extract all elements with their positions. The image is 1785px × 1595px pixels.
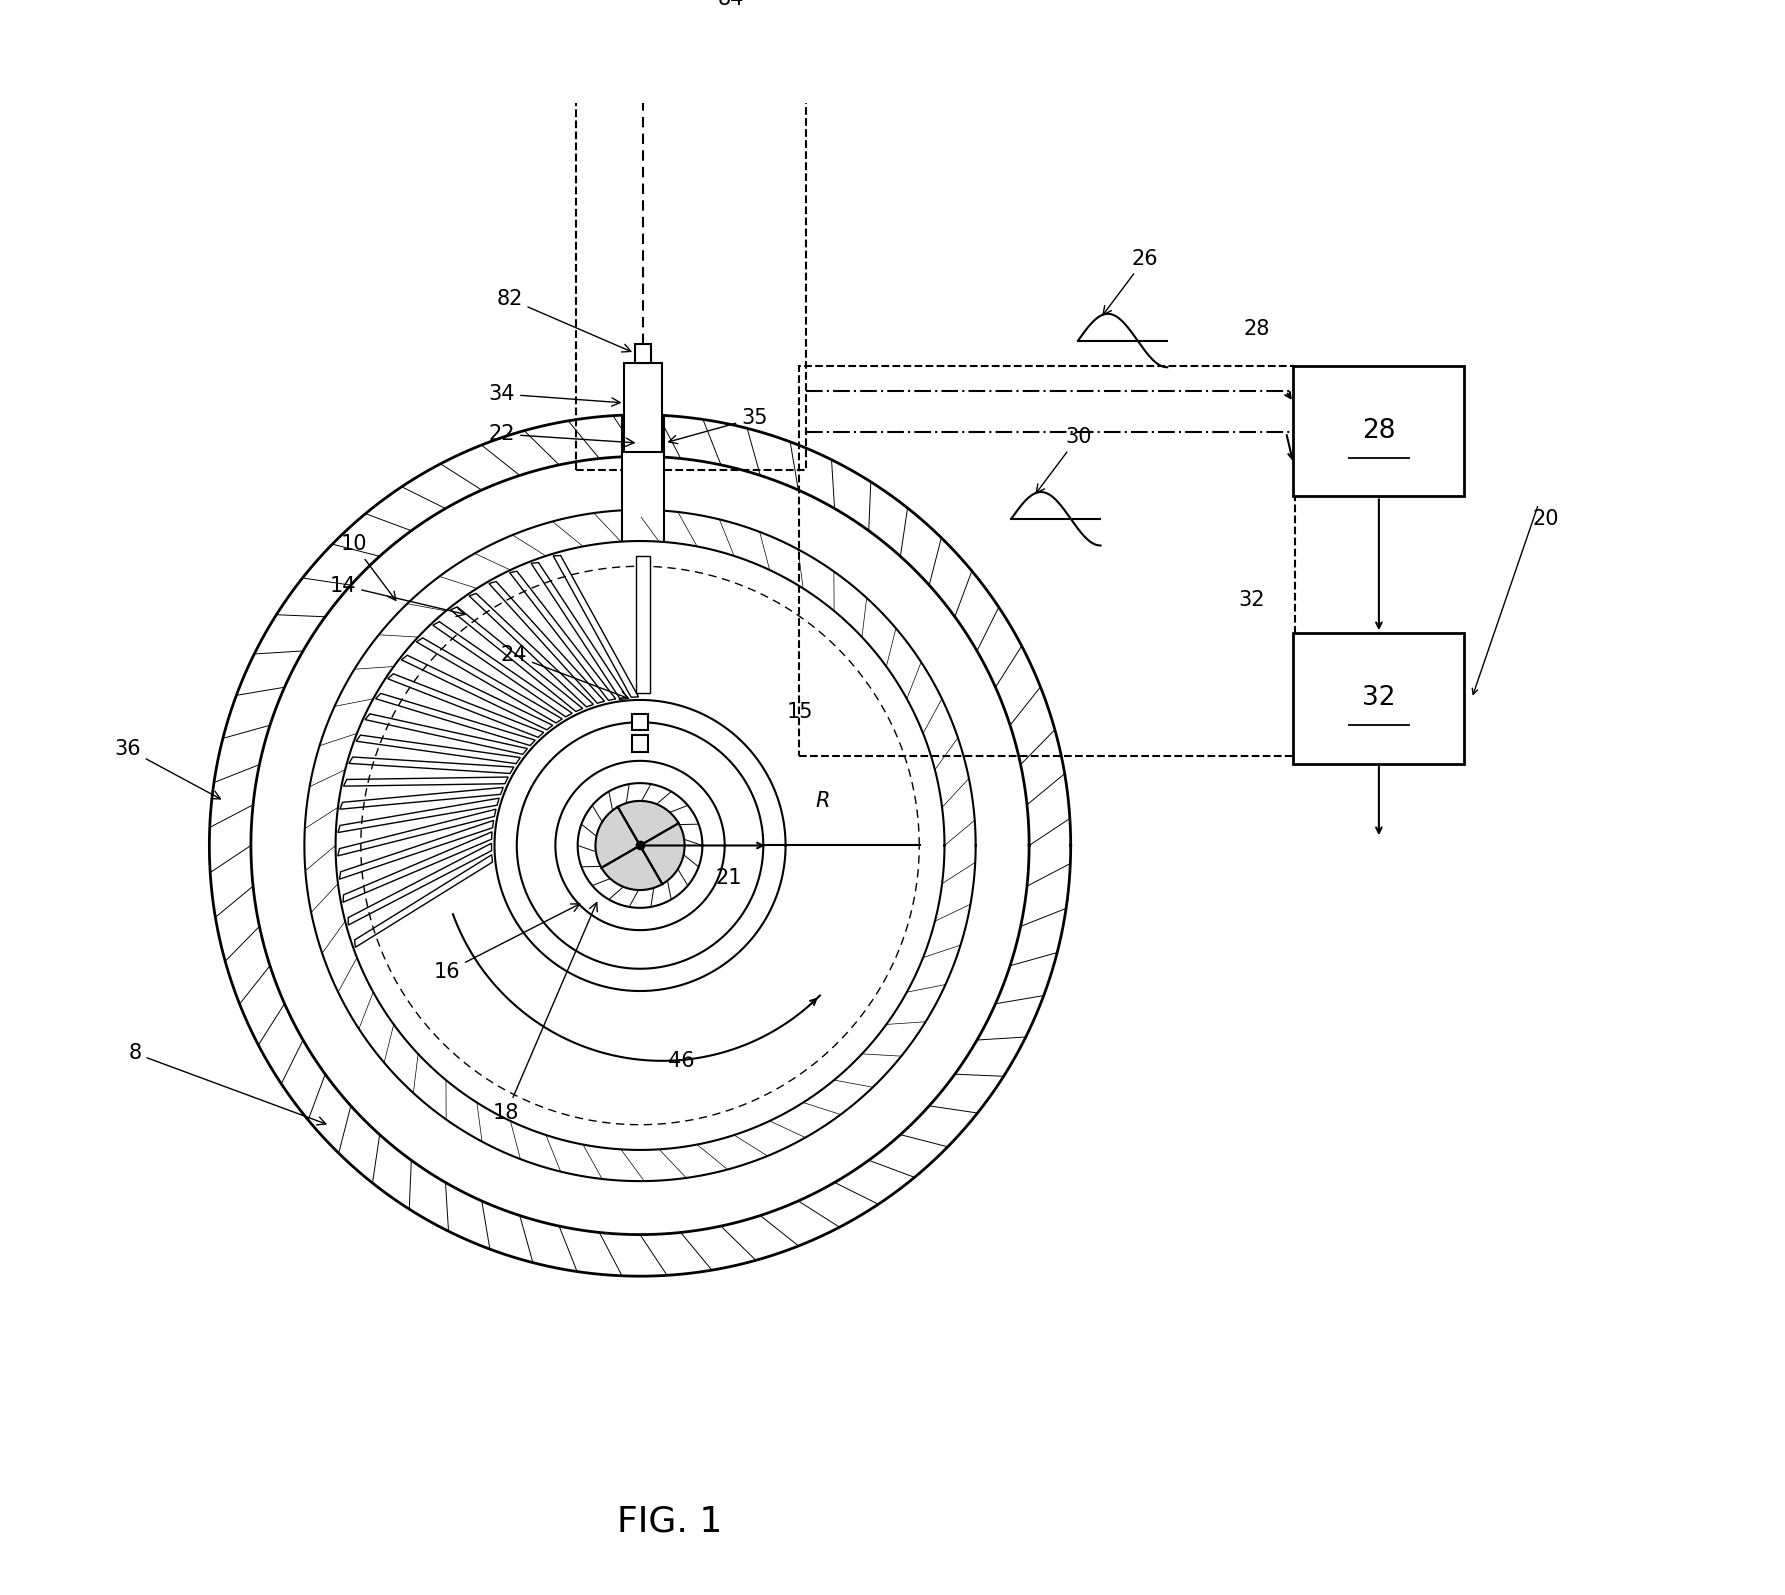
Text: 16: 16 xyxy=(434,904,580,981)
Text: 36: 36 xyxy=(114,738,220,799)
Bar xyxy=(635,557,650,692)
Text: 46: 46 xyxy=(668,1051,694,1070)
Bar xyxy=(632,735,648,751)
Text: 22: 22 xyxy=(489,424,634,447)
Text: 21: 21 xyxy=(716,868,743,888)
Bar xyxy=(632,715,648,731)
Text: 20: 20 xyxy=(1533,509,1560,530)
Text: 8: 8 xyxy=(129,1043,327,1124)
Text: R: R xyxy=(816,791,830,810)
Bar xyxy=(577,0,807,471)
Bar xyxy=(623,362,664,517)
Text: 32: 32 xyxy=(1239,590,1266,611)
Circle shape xyxy=(596,801,685,890)
Text: 28: 28 xyxy=(1242,319,1269,338)
Bar xyxy=(800,365,1294,756)
Text: 30: 30 xyxy=(1035,427,1091,493)
Text: 34: 34 xyxy=(489,384,619,407)
Text: 35: 35 xyxy=(669,408,768,443)
Bar xyxy=(1294,365,1464,496)
Text: 15: 15 xyxy=(787,702,814,723)
Text: 18: 18 xyxy=(493,903,598,1123)
Bar xyxy=(635,343,652,362)
Bar xyxy=(596,21,689,96)
Text: 14: 14 xyxy=(330,576,466,616)
Text: 82: 82 xyxy=(496,289,630,352)
Bar xyxy=(1294,633,1464,764)
Text: 84: 84 xyxy=(718,0,744,10)
Text: 10: 10 xyxy=(341,534,396,600)
Text: 26: 26 xyxy=(1103,249,1158,314)
Text: FIG. 1: FIG. 1 xyxy=(618,1504,723,1538)
Bar xyxy=(625,362,662,451)
Text: 32: 32 xyxy=(1362,686,1396,711)
Text: 28: 28 xyxy=(1362,418,1396,443)
Text: 24: 24 xyxy=(500,646,628,699)
